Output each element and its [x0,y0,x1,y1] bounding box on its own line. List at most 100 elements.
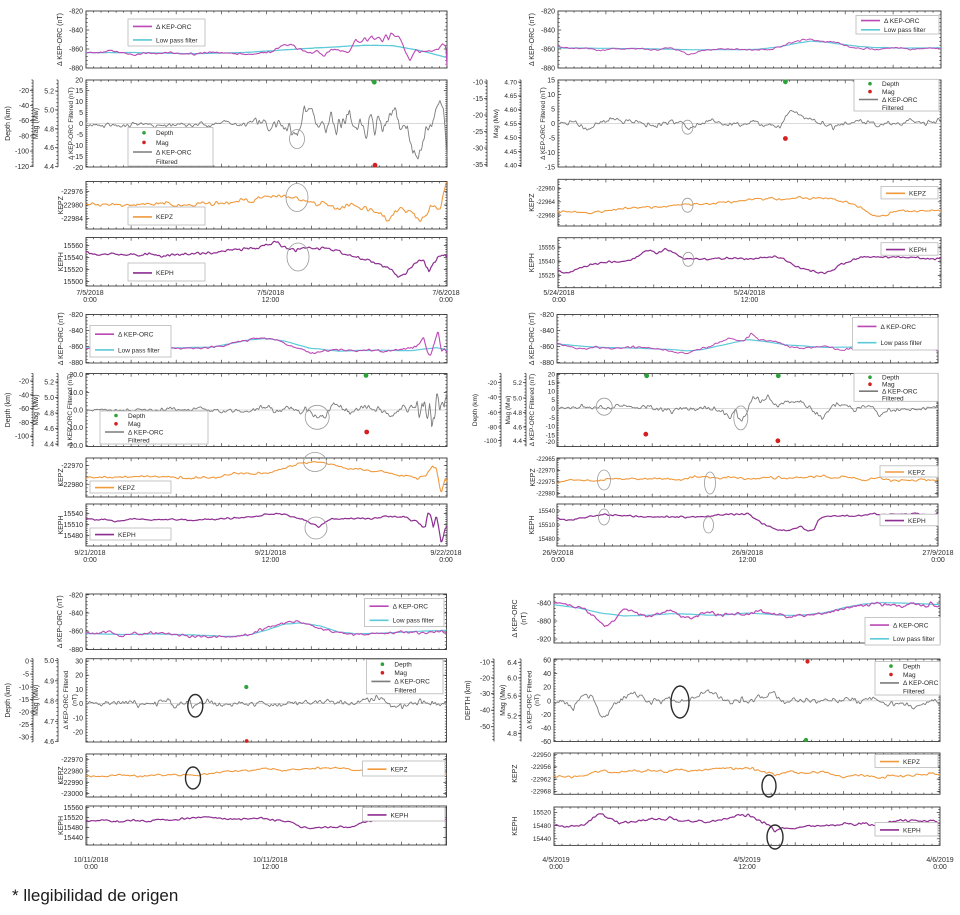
svg-text:-860: -860 [540,344,554,351]
svg-text:-20: -20 [19,379,29,386]
svg-text:Δ KEP-ORC: Δ KEP-ORC [882,97,918,104]
svg-text:Δ KEP-ORC (nT): Δ KEP-ORC (nT) [58,312,65,365]
svg-text:-40: -40 [19,103,29,110]
svg-text:-60: -60 [19,406,29,413]
svg-text:15540: 15540 [64,511,84,518]
svg-text:Mag (Mw): Mag (Mw) [33,685,40,716]
svg-text:Mag: Mag [394,670,407,677]
svg-text:Low pass filter: Low pass filter [156,37,198,44]
svg-text:-840: -840 [541,28,555,35]
svg-text:-10: -10 [19,685,29,692]
svg-text:4.7: 4.7 [44,719,54,726]
svg-text:-60: -60 [541,739,551,746]
svg-text:* llegibilidad de origen: * llegibilidad de origen [12,886,178,905]
svg-text:4.40: 4.40 [504,163,517,170]
svg-text:26/9/2018: 26/9/2018 [732,550,763,557]
svg-text:Δ KEP-ORC Filtered: Δ KEP-ORC Filtered [527,670,534,729]
svg-text:Δ KEP-ORC: Δ KEP-ORC [393,603,429,610]
svg-text:0: 0 [79,121,83,128]
svg-text:15520: 15520 [64,267,84,274]
svg-text:Δ KEP-ORC: Δ KEP-ORC [881,324,917,331]
svg-text:4.6: 4.6 [44,739,54,746]
svg-text:-15: -15 [545,165,555,172]
svg-text:5.2: 5.2 [44,89,54,96]
svg-text:KEPZ: KEPZ [118,485,135,492]
svg-text:-920: -920 [537,637,551,644]
svg-text:-50: -50 [480,724,490,731]
svg-text:15480: 15480 [538,537,555,543]
svg-text:5.2: 5.2 [507,713,517,720]
svg-text:4.70: 4.70 [504,79,517,86]
svg-text:Mag (Mw): Mag (Mw) [33,394,40,425]
svg-text:Filtered: Filtered [882,395,904,402]
svg-text:-860: -860 [69,344,83,351]
svg-text:-5: -5 [549,415,555,422]
svg-text:15: 15 [547,78,555,85]
svg-text:KEPZ: KEPZ [58,195,65,214]
svg-text:0.0: 0.0 [73,408,83,415]
svg-text:-20: -20 [541,712,551,719]
svg-text:Δ KEP-ORC Filtered (nT): Δ KEP-ORC Filtered (nT) [68,87,75,160]
svg-text:Δ KEP-ORC: Δ KEP-ORC [128,429,164,436]
svg-text:9/21/2018: 9/21/2018 [255,550,286,557]
svg-text:-100: -100 [484,438,497,445]
svg-text:KEPH: KEPH [58,252,65,271]
svg-text:4/5/2019: 4/5/2019 [542,857,569,864]
svg-text:5.2: 5.2 [44,380,54,387]
svg-text:-60: -60 [488,410,498,417]
svg-text:-5: -5 [23,672,29,679]
svg-text:Depth: Depth [394,662,412,669]
svg-text:-15: -15 [19,697,29,704]
svg-text:15440: 15440 [533,836,551,843]
svg-text:Filtered: Filtered [128,438,150,445]
svg-text:KEPH: KEPH [909,247,927,254]
svg-text:KEPH: KEPH [156,270,174,277]
svg-text:4.9: 4.9 [44,678,54,685]
svg-text:12:00: 12:00 [739,557,757,564]
svg-text:KEPH: KEPH [391,812,409,819]
svg-text:Mag: Mag [156,140,169,147]
svg-text:Δ KEP-ORC: Δ KEP-ORC [893,622,929,629]
svg-text:Low pass filter: Low pass filter [884,27,926,34]
svg-text:5.2: 5.2 [513,380,522,387]
svg-text:(nT): (nT) [534,694,541,706]
svg-text:-40: -40 [480,708,490,715]
svg-text:-820: -820 [69,592,83,599]
svg-text:-20: -20 [473,113,483,120]
svg-text:Low pass filter: Low pass filter [881,340,923,347]
svg-text:Mag (Mw): Mag (Mw) [505,396,512,425]
svg-text:-22976: -22976 [61,189,83,196]
svg-text:12:00: 12:00 [262,557,280,564]
svg-text:Low pass filter: Low pass filter [393,618,435,625]
svg-text:-22970: -22970 [536,469,555,475]
svg-text:-820: -820 [69,9,83,16]
svg-text:KEPZ: KEPZ [58,766,65,785]
svg-text:-15: -15 [546,432,556,439]
svg-text:4.6: 4.6 [44,426,54,433]
svg-text:-5: -5 [77,132,83,139]
svg-text:KEPH: KEPH [529,515,536,534]
svg-text:4.65: 4.65 [504,93,517,100]
svg-text:-40: -40 [488,394,498,401]
svg-text:0:00: 0:00 [549,864,563,871]
svg-text:15500: 15500 [64,279,84,286]
svg-text:15520: 15520 [64,815,84,822]
svg-text:0:00: 0:00 [933,864,947,871]
svg-text:-20: -20 [488,380,498,387]
svg-text:15480: 15480 [64,825,84,832]
svg-text:Depth: Depth [882,374,900,381]
svg-text:-860: -860 [69,47,83,54]
svg-text:-22990: -22990 [61,780,83,787]
svg-text:10: 10 [548,389,556,396]
svg-text:DEPTH (km): DEPTH (km) [465,680,472,720]
svg-text:-820: -820 [69,312,83,319]
svg-text:Depth (km): Depth (km) [472,394,479,426]
svg-text:0:00: 0:00 [551,557,565,564]
svg-text:-22980: -22980 [61,482,83,489]
svg-text:Δ KEP-ORC: Δ KEP-ORC [394,679,430,686]
svg-text:12:00: 12:00 [261,864,279,871]
svg-text:-5: -5 [549,136,555,143]
svg-text:KEPZ: KEPZ [156,214,173,221]
svg-text:-120: -120 [15,164,29,171]
svg-text:20: 20 [75,673,83,680]
